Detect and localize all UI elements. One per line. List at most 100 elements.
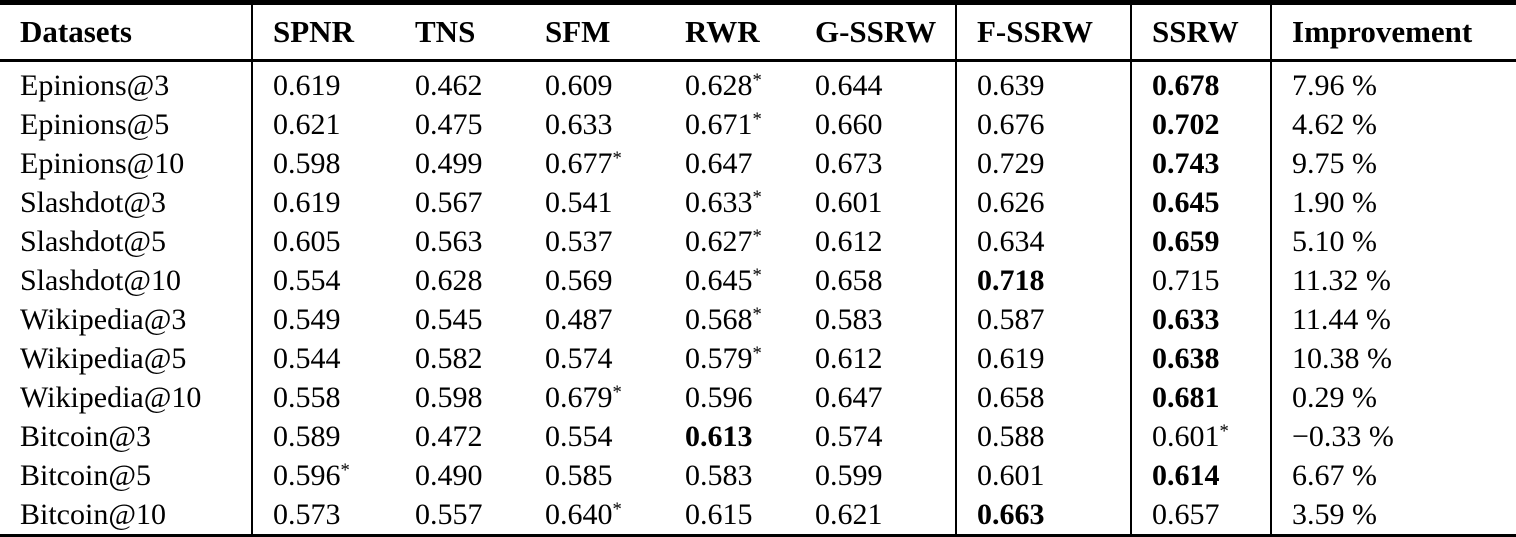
second-best-marker: * [612,381,622,403]
second-best-marker: * [752,186,762,208]
sfm-value-cell: 0.574 [545,341,613,375]
column-header-g-ssrw: G-SSRW [795,2,957,62]
second-best-marker: * [752,303,762,325]
spnr-value-cell: 0.573 [273,497,341,531]
table-body: Epinions@3 0.619 0.462 0.609 0.628* 0.644 0.63… [0,60,1516,537]
table-row: Epinions@10 0.598 0.499 0.677* 0.647 0.673 0.7… [0,144,1516,183]
ssrw-value-cell: 0.681 [1131,378,1272,417]
dataset-cell: Wikipedia@5 [0,339,253,378]
f-ssrw-value-cell: 0.619 [956,339,1132,378]
table-row: Slashdot@5 0.605 0.563 0.537 0.627* 0.612 0.63… [0,222,1516,261]
sfm-value-cell: 0.679* [545,380,622,414]
dataset-cell: Wikipedia@10 [0,378,253,417]
g-ssrw-value-cell: 0.612 [795,339,957,378]
table-row: Bitcoin@3 0.589 0.472 0.554 0.613 0.574 0.588 0… [0,417,1516,456]
rwr-value-cell: 0.579* [685,341,762,375]
dataset-cell: Slashdot@10 [0,261,253,300]
g-ssrw-value-cell: 0.658 [795,261,957,300]
table-header: Datasets SPNR TNS SFM RWR G-SSRW F-SSRW … [0,2,1516,62]
column-header-sfm: SFM [525,2,665,62]
second-best-marker: * [1219,420,1229,442]
column-header-tns: TNS [395,2,525,62]
table-row: Wikipedia@5 0.544 0.582 0.574 0.579* 0.612 0.6… [0,339,1516,378]
f-ssrw-value-cell: 0.626 [956,183,1132,222]
sfm-value-cell: 0.677* [545,146,622,180]
rwr-value-cell: 0.671* [685,107,762,141]
column-header-f-ssrw: F-SSRW [956,2,1132,62]
ssrw-value-cell: 0.743 [1131,144,1272,183]
g-ssrw-value-cell: 0.601 [795,183,957,222]
column-header-improvement: Improvement [1271,2,1516,62]
table-row: Slashdot@3 0.619 0.567 0.541 0.633* 0.601 0.62… [0,183,1516,222]
sfm-value-cell: 0.609 [545,68,613,102]
spnr-value-cell: 0.598 [273,146,341,180]
second-best-marker: * [752,342,762,364]
ssrw-value-cell: 0.645 [1131,183,1272,222]
rwr-value-cell: 0.633* [685,185,762,219]
second-best-marker: * [612,147,622,169]
sfm-value-cell: 0.537 [545,224,613,258]
ssrw-value-cell: 0.678 [1131,60,1272,105]
tns-value-cell: 0.628 [415,263,483,297]
ssrw-value-cell: 0.657 [1131,495,1272,537]
rwr-value-cell: 0.613 [685,419,753,453]
table-row: Epinions@3 0.619 0.462 0.609 0.628* 0.644 0.63… [0,60,1516,105]
spnr-value-cell: 0.549 [273,302,341,336]
spnr-value-cell: 0.605 [273,224,341,258]
table-row: Epinions@5 0.621 0.475 0.633 0.671* 0.660 0.67… [0,105,1516,144]
f-ssrw-value-cell: 0.634 [956,222,1132,261]
rwr-value-cell: 0.627* [685,224,762,258]
tns-value-cell: 0.490 [415,458,483,492]
sfm-value-cell: 0.569 [545,263,613,297]
second-best-marker: * [752,108,762,130]
spnr-value-cell: 0.596* [273,458,350,492]
rwr-value-cell: 0.628* [685,68,762,102]
f-ssrw-value-cell: 0.676 [956,105,1132,144]
g-ssrw-value-cell: 0.660 [795,105,957,144]
improvement-value-cell: 7.96 % [1292,68,1377,102]
ssrw-value-cell: 0.702 [1131,105,1272,144]
improvement-value-cell: 1.90 % [1292,185,1377,219]
improvement-value-cell: 4.62 % [1292,107,1377,141]
second-best-marker: * [340,459,350,481]
header-row: Datasets SPNR TNS SFM RWR G-SSRW F-SSRW … [0,2,1516,62]
table-row: Wikipedia@10 0.558 0.598 0.679* 0.596 0.647 0.… [0,378,1516,417]
sfm-value-cell: 0.487 [545,302,613,336]
dataset-cell: Wikipedia@3 [0,300,253,339]
g-ssrw-value-cell: 0.647 [795,378,957,417]
spnr-value-cell: 0.544 [273,341,341,375]
dataset-cell: Epinions@5 [0,105,253,144]
column-header-ssrw: SSRW [1131,2,1272,62]
f-ssrw-value-cell: 0.587 [956,300,1132,339]
f-ssrw-value-cell: 0.729 [956,144,1132,183]
g-ssrw-value-cell: 0.644 [795,60,957,105]
g-ssrw-value-cell: 0.574 [795,417,957,456]
second-best-marker: * [612,498,622,520]
spnr-value-cell: 0.619 [273,68,341,102]
table-row: Bitcoin@5 0.596* 0.490 0.585 0.583 0.599 0.601… [0,456,1516,495]
rwr-value-cell: 0.615 [685,497,753,531]
rwr-value-cell: 0.645* [685,263,762,297]
improvement-value-cell: 9.75 % [1292,146,1377,180]
tns-value-cell: 0.499 [415,146,483,180]
column-header-rwr: RWR [665,2,795,62]
rwr-value-cell: 0.647 [685,146,753,180]
spnr-value-cell: 0.558 [273,380,341,414]
f-ssrw-value-cell: 0.663 [956,495,1132,537]
sfm-value-cell: 0.554 [545,419,613,453]
rwr-value-cell: 0.583 [685,458,753,492]
column-header-datasets: Datasets [0,2,253,62]
dataset-cell: Bitcoin@10 [0,495,253,537]
table-row: Wikipedia@3 0.549 0.545 0.487 0.568* 0.583 0.5… [0,300,1516,339]
improvement-value-cell: 0.29 % [1292,380,1377,414]
tns-value-cell: 0.582 [415,341,483,375]
spnr-value-cell: 0.621 [273,107,341,141]
f-ssrw-value-cell: 0.658 [956,378,1132,417]
dataset-cell: Epinions@3 [0,60,253,105]
ssrw-value-cell: 0.614 [1131,456,1272,495]
improvement-value-cell: 5.10 % [1292,224,1377,258]
spnr-value-cell: 0.554 [273,263,341,297]
tns-value-cell: 0.472 [415,419,483,453]
f-ssrw-value-cell: 0.588 [956,417,1132,456]
